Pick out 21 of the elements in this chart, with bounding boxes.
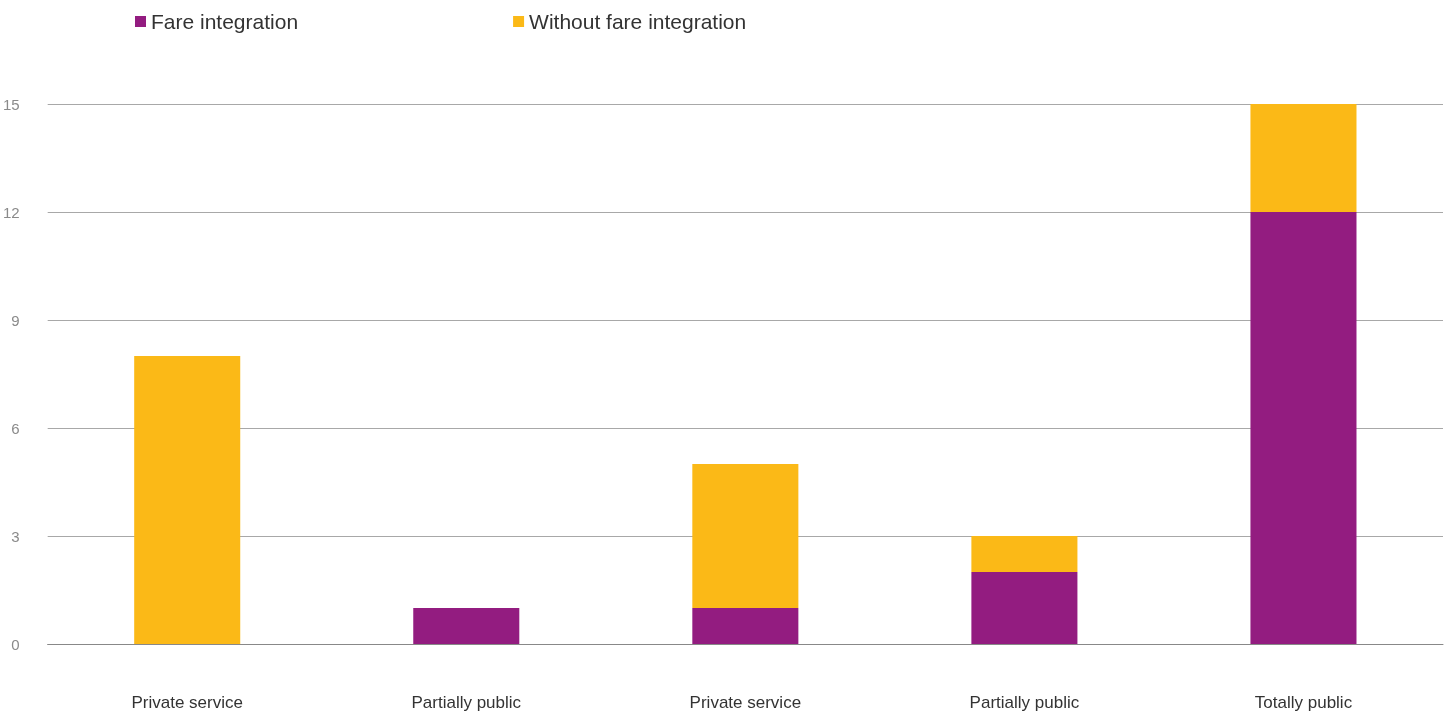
x-tick-label: Totally public [1254,693,1353,712]
y-tick-label: 3 [11,527,20,545]
y-tick-label: 15 [3,95,20,113]
bar [692,464,799,608]
y-tick-label: 9 [11,311,20,329]
bar [1250,104,1357,212]
bar [692,608,799,644]
x-tick-label: Private service [131,693,243,712]
bar [1250,212,1357,644]
x-tick-label: Partially public [969,693,1080,712]
y-tick-label: 6 [11,419,20,437]
x-tick-label: Private service [689,693,802,712]
y-tick-label: 0 [11,635,20,653]
bar [971,536,1078,572]
bar [971,572,1078,644]
legend-label: Fare integration [151,10,299,33]
bar [413,608,520,644]
legend-label: Without fare integration [529,10,747,33]
y-tick-label: 12 [3,203,20,221]
bar [134,356,241,644]
x-tick-label: Partially public [411,693,522,712]
